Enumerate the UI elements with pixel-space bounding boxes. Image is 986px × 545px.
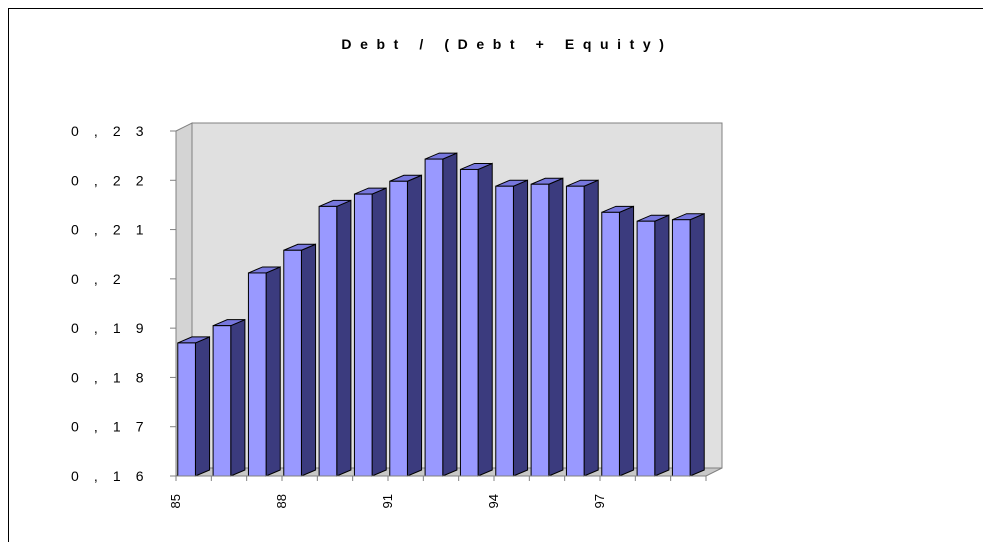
bar-side	[336, 199, 352, 477]
bar-side	[477, 162, 493, 477]
bars	[177, 152, 705, 477]
y-tick-label: 0 , 1 7	[71, 419, 149, 435]
y-tick-label: 0 , 2	[71, 271, 126, 287]
x-axis: 85 88 91 94 97	[168, 475, 707, 508]
bar-side	[654, 214, 670, 477]
bar-side	[583, 179, 599, 477]
y-tick-label: 0 , 1 8	[71, 369, 149, 385]
bar	[459, 168, 479, 477]
bar	[177, 342, 196, 477]
y-tick-label: 0 , 1 6	[71, 468, 149, 484]
bar	[389, 180, 408, 477]
x-tick-label: 88	[274, 494, 289, 508]
bar	[353, 193, 373, 477]
x-tick-label: 97	[592, 494, 607, 508]
bar-side	[194, 336, 211, 477]
bar-side	[371, 187, 387, 477]
bar-side	[300, 243, 317, 477]
y-axis: 0 , 2 3 0 , 2 2 0 , 2 1 0 , 2 0 , 1 9 0 , 1 8…	[71, 123, 177, 484]
y-tick-label: 0 , 2 3	[71, 123, 149, 139]
bar	[495, 185, 514, 477]
bar	[318, 205, 338, 477]
bar-side	[265, 266, 281, 477]
bar	[283, 249, 302, 477]
y-tick-label: 0 , 2 1	[71, 222, 149, 238]
bar	[565, 185, 585, 477]
bar-side	[512, 179, 529, 477]
y-tick-label: 0 , 1 9	[71, 320, 149, 336]
bar-side	[230, 318, 246, 477]
bar	[601, 211, 620, 477]
x-tick-label: 94	[486, 494, 501, 508]
bar	[212, 325, 232, 477]
bar-side	[689, 212, 705, 477]
bar-side	[442, 152, 458, 477]
chart: Debt / (Debt + Equity) 0 , 2 30 , 2 20 ,…	[71, 36, 723, 508]
x-tick-label: 85	[168, 494, 183, 508]
bar	[530, 183, 550, 477]
bar-side	[618, 205, 635, 477]
bar-side	[406, 174, 423, 477]
bar-side	[548, 177, 564, 477]
bar	[636, 220, 656, 477]
chart-title: Debt / (Debt + Equity)	[341, 36, 672, 52]
x-tick-label: 91	[380, 494, 395, 508]
bar	[424, 158, 444, 477]
bar	[247, 272, 267, 477]
y-tick-label: 0 , 2 2	[71, 172, 149, 188]
bar	[671, 219, 691, 477]
